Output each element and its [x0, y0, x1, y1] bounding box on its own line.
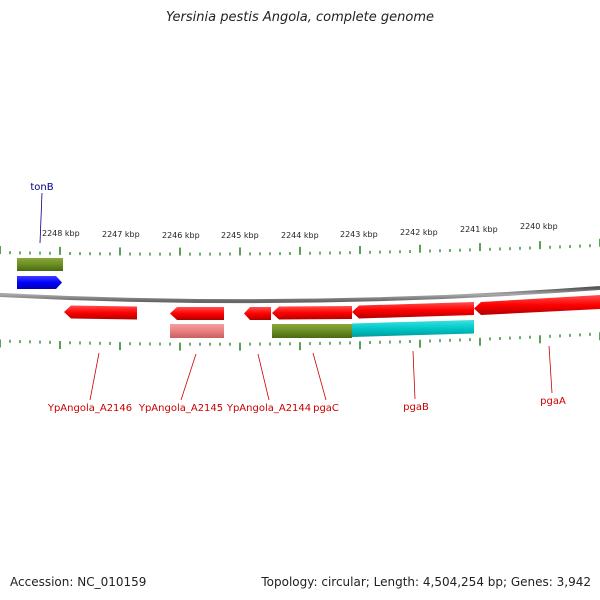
pgaC-gene-arrow[interactable] — [272, 306, 352, 320]
YpAngola_A2145-label[interactable]: YpAngola_A2145 — [138, 403, 223, 414]
scale-label: 2244 kbp — [281, 231, 319, 240]
tonB-gene-arrow[interactable] — [17, 276, 62, 289]
scale-label: 2247 kbp — [102, 230, 140, 239]
scale-label: 2248 kbp — [42, 229, 80, 238]
tonB-feature-bar — [17, 258, 63, 271]
scale-ticks-top — [0, 238, 600, 256]
YpAngola_A2145-pseudo-bar — [170, 324, 224, 338]
accession-text: Accession: NC_010159 — [10, 575, 147, 589]
pgaA-gene-arrow[interactable] — [474, 295, 600, 315]
pgaA-leader — [548, 345, 553, 394]
pgaB-feature-bar — [352, 320, 474, 337]
tonB-label[interactable]: tonB — [30, 182, 53, 193]
tonB-leader — [39, 192, 43, 244]
YpAngola_A2145-gene-arrow[interactable] — [170, 307, 224, 320]
YpAngola_A2145-leader — [180, 353, 197, 401]
YpAngola_A2144-label[interactable]: YpAngola_A2144 — [226, 403, 311, 414]
genome-title: Yersinia pestis Angola, complete genome — [166, 10, 434, 25]
scale-label: 2240 kbp — [520, 222, 558, 231]
pgaC-label[interactable]: pgaC — [313, 403, 339, 414]
YpAngola_A2144-leader — [257, 353, 270, 401]
scale-label: 2241 kbp — [460, 225, 498, 234]
pgaC-feature-bar — [272, 324, 352, 338]
genome-summary-text: Topology: circular; Length: 4,504,254 bp… — [261, 575, 591, 589]
scale-ticks-bottom — [0, 332, 600, 351]
scale-label: 2243 kbp — [340, 230, 378, 239]
YpAngola_A2146-gene-arrow[interactable] — [64, 305, 137, 320]
pgaC-leader — [312, 352, 327, 401]
YpAngola_A2144-gene-arrow[interactable] — [244, 307, 271, 320]
pgaB-label[interactable]: pgaB — [403, 402, 429, 413]
pgaA-label[interactable]: pgaA — [540, 396, 566, 407]
scale-label: 2246 kbp — [162, 231, 200, 240]
scale-label: 2242 kbp — [400, 228, 438, 237]
YpAngola_A2146-label[interactable]: YpAngola_A2146 — [47, 403, 132, 414]
scale-label: 2245 kbp — [221, 231, 259, 240]
pgaB-leader — [412, 350, 416, 400]
pgaB-gene-arrow[interactable] — [352, 302, 474, 319]
YpAngola_A2146-leader — [89, 352, 100, 401]
genome-backbone — [0, 286, 600, 304]
